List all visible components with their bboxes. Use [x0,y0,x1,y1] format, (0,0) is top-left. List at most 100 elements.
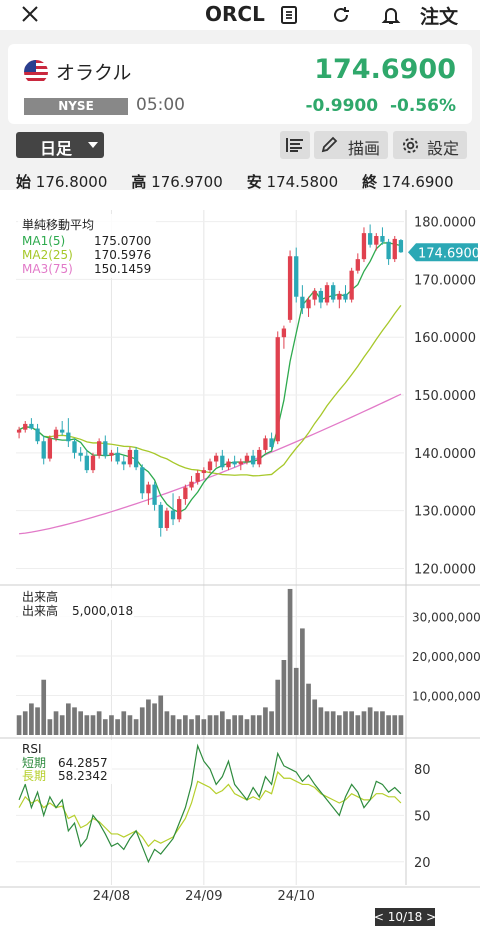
volume-bar [219,711,225,735]
volume-bar [398,715,404,735]
candle-body [367,233,373,245]
indicator-list-button[interactable] [280,131,310,159]
refresh-icon[interactable] [330,4,352,26]
volume-bar [102,719,108,735]
volume-bar [269,711,274,735]
volume-bar [287,588,293,735]
candle-body [312,290,317,300]
rsi-short-line [18,743,402,864]
volume-tick-label: 20,000,000 [412,650,480,664]
candle-body [207,461,213,471]
order-button[interactable]: 注文 [420,6,459,28]
candle-body [374,236,379,245]
volume-bar [330,711,336,735]
settings-button[interactable]: 設定 [393,131,467,159]
volume-bar [373,711,379,735]
volume-bar [35,707,40,735]
x-tick-label: 24/08 [93,889,130,904]
volume-bar [16,715,22,735]
candle-body [244,455,250,462]
period-label: 日足 [40,139,73,158]
volume-bar [22,711,28,735]
price-tick-label: 130.0000 [414,505,476,520]
exchange-badge: NYSE [24,98,128,115]
chart-area[interactable] [0,190,480,932]
rsi-legend-value: 64.2857 [58,756,108,770]
candle-body [41,441,46,459]
candle-body [115,452,120,462]
company-name: オラクル [56,62,132,84]
rsi-tick-label: 20 [414,856,431,871]
candle-body [300,296,305,309]
gear-icon [402,137,419,154]
candle-body [96,441,102,456]
volume-bar [244,719,250,735]
candle-body [294,256,299,297]
volume-bar [275,679,281,735]
bell-icon[interactable] [380,4,402,26]
volume-bar [121,711,127,735]
open-item: 始 176.8000 [16,173,107,191]
candle-body [84,455,89,471]
ma-legend-name: MA1(5) [22,234,65,248]
date-marker-label: < 10/18 > [374,910,436,924]
volume-bar [238,715,244,735]
draw-button[interactable]: 描画 [314,131,388,159]
volume-bar [318,707,324,735]
symbol-title: ORCL [205,2,265,26]
low-value: 174.5800 [266,173,339,191]
chevron-down-icon [88,142,98,148]
volume-bar [336,715,342,735]
volume-bar [195,715,201,735]
volume-bar [226,719,231,735]
low-label: 安 [246,173,262,191]
candle-body [195,473,200,482]
candle-body [226,461,231,468]
period-selector[interactable]: 日足 [16,132,104,158]
rsi-legend-title: RSI [22,742,42,756]
us-flag-icon [24,60,48,84]
candle-body [275,337,280,442]
change-value: -0.9900 [305,96,379,116]
volume-legend-value: 5,000,018 [72,604,133,618]
price-tick-label: 150.0000 [414,389,476,404]
candle-body [29,423,34,429]
volume-bar [183,715,188,735]
volume-bar [158,695,164,735]
volume-bar [213,715,219,735]
document-icon[interactable] [278,4,300,26]
volume-bar [300,628,305,735]
volume-bar [355,715,361,735]
volume-bar [349,711,354,735]
volume-bar [164,711,170,735]
rsi-legend-value: 58.2342 [58,769,108,783]
volume-legend-bg [18,588,134,620]
volume-bar [127,715,133,735]
candle-body [146,484,151,494]
volume-bar [176,719,182,735]
volume-bar [343,711,348,735]
ma-legend-title: 単純移動平均 [22,218,94,232]
candle-body [355,259,360,271]
volume-bar [281,660,287,735]
volume-bar [41,679,47,735]
high-label: 高 [131,173,147,191]
rsi-tick-label: 50 [414,809,431,824]
rsi-long-line [18,770,402,848]
volume-bar [392,715,398,735]
volume-bar [324,711,330,735]
candle-body [47,438,53,459]
volume-bar [90,715,96,735]
volume-bar [78,711,84,735]
candle-body [78,452,83,456]
candle-body [53,429,59,439]
volume-bar [312,699,318,735]
close-icon[interactable] [20,4,40,24]
open-label: 始 [16,173,32,191]
candle-body [158,504,163,528]
volume-bar [133,719,139,735]
candle-body [214,455,219,462]
volume-bar [139,707,145,735]
candle-body [386,241,391,260]
